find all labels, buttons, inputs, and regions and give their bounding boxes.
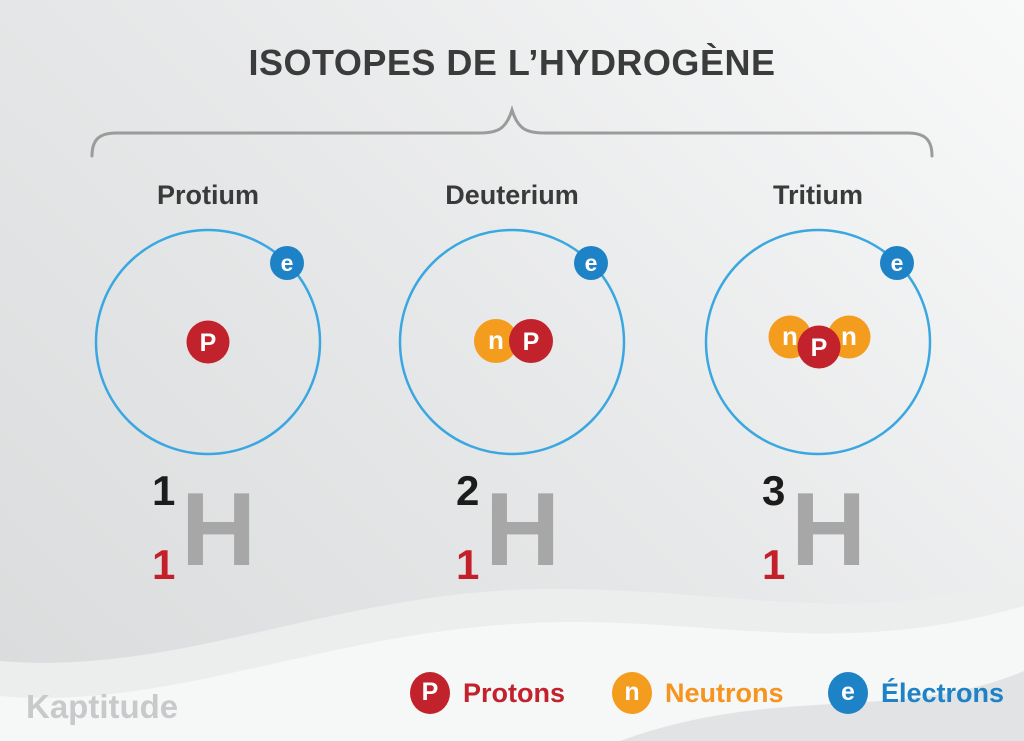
svg-text:e: e: [585, 250, 598, 276]
svg-text:P: P: [523, 328, 540, 356]
isotope-column-protium: Protium P e 1 H 1: [88, 180, 328, 586]
brace-path: [90, 105, 934, 158]
isotope-column-tritium: Tritium n n P e 3 H 1: [698, 180, 938, 586]
neutron-particle: n: [474, 319, 518, 363]
element-symbol: H: [181, 472, 257, 588]
electron-orbit: [398, 228, 626, 456]
electron-orbit: [704, 228, 932, 456]
isotope-name-deuterium: Deuterium: [445, 180, 579, 210]
electron-icon: e: [828, 672, 868, 714]
nuclide-notation-protium: 1 H 1: [152, 470, 292, 586]
background-waves: [0, 576, 1024, 741]
neutron-particle: n: [827, 315, 871, 359]
electron-orbit: [94, 228, 322, 456]
svg-text:P: P: [200, 329, 217, 357]
svg-text:P: P: [811, 334, 828, 362]
nuclide-notation-tritium: 3 H 1: [762, 470, 902, 586]
proton-icon: P: [410, 672, 450, 714]
legend-item-neutrons: n Neutrons: [612, 672, 784, 714]
mass-number: 1: [152, 467, 176, 514]
legend-label-neutrons: Neutrons: [665, 677, 784, 708]
electron-particle: e: [270, 246, 304, 280]
brand-watermark: Kaptitude: [26, 688, 179, 725]
wave-bottom-right-gray: [620, 671, 1024, 741]
atomic-number: 1: [456, 541, 480, 588]
atom-diagram-protium: P e: [94, 228, 322, 456]
atomic-number: 1: [152, 541, 176, 588]
grouping-brace: [90, 105, 934, 158]
svg-text:e: e: [891, 250, 904, 276]
atomic-number: 1: [762, 541, 786, 588]
atom-diagram-tritium: n n P e: [704, 228, 932, 456]
legend-label-protons: Protons: [463, 677, 566, 708]
mass-number: 3: [762, 467, 786, 514]
legend-item-protons: P Protons: [410, 672, 565, 714]
electron-particle: e: [574, 246, 608, 280]
mass-number: 2: [456, 467, 480, 514]
proton-particle: P: [509, 319, 553, 363]
svg-text:n: n: [841, 321, 857, 351]
atom-diagram-deuterium: n P e: [398, 228, 626, 456]
wave-white: [0, 606, 1024, 741]
neutron-icon: n: [612, 672, 652, 714]
electron-particle: e: [880, 246, 914, 280]
nuclide-notation-deuterium: 2 H 1: [456, 470, 596, 586]
svg-text:e: e: [281, 250, 294, 276]
svg-text:n: n: [782, 321, 798, 351]
isotope-name-protium: Protium: [156, 180, 259, 210]
element-symbol: H: [791, 472, 867, 588]
legend-item-electrons: e Électrons: [828, 672, 1004, 714]
page-title: ISOTOPES DE L’HYDROGÈNE: [248, 42, 776, 83]
proton-particle: P: [797, 325, 841, 369]
proton-particle: P: [186, 320, 230, 364]
legend-label-electrons: Électrons: [881, 677, 1005, 708]
isotope-name-tritium: Tritium: [772, 180, 863, 210]
svg-text:n: n: [488, 325, 504, 355]
element-symbol: H: [485, 472, 561, 588]
isotope-column-deuterium: Deuterium n P e 2 H 1: [392, 180, 632, 586]
